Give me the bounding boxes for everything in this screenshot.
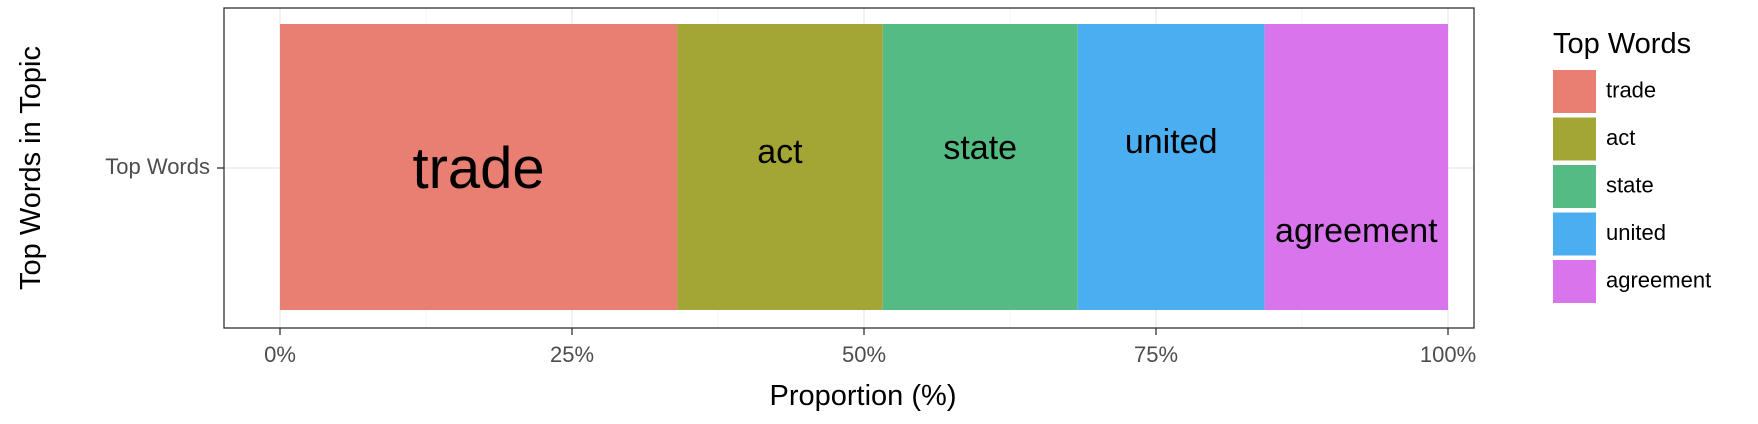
segment-label-trade: trade <box>412 136 544 201</box>
legend-key-agreement <box>1553 260 1596 303</box>
legend-key-united <box>1553 212 1596 256</box>
bar-segment-trade <box>280 24 678 310</box>
segment-label-act: act <box>757 133 803 171</box>
bar-segments <box>280 24 1448 310</box>
legend-key-state <box>1553 165 1596 208</box>
x-tick-label: 75% <box>1134 342 1178 367</box>
segment-label-agreement: agreement <box>1275 212 1438 250</box>
legend-title: Top Words <box>1553 28 1691 60</box>
x-tick-label: 100% <box>1420 342 1476 367</box>
segment-labels: trade act state united agreement <box>412 123 1438 250</box>
legend-label-united: united <box>1606 220 1666 245</box>
y-axis-title: Top Words in Topic <box>15 46 47 290</box>
x-tick-label: 50% <box>842 342 886 367</box>
bar-segment-united <box>1077 24 1265 310</box>
legend-label-state: state <box>1606 172 1654 197</box>
legend-key-act <box>1553 117 1596 161</box>
segment-label-united: united <box>1125 123 1218 161</box>
y-tick-label: Top Words <box>105 154 210 179</box>
y-axis: Top Words <box>105 154 224 179</box>
x-tick-label: 0% <box>264 342 296 367</box>
legend-label-act: act <box>1606 125 1635 150</box>
x-tick-label: 25% <box>550 342 594 367</box>
bar-segment-state <box>882 24 1078 310</box>
bar-segment-agreement <box>1264 24 1448 310</box>
legend-label-agreement: agreement <box>1606 267 1711 292</box>
legend-key-trade <box>1553 70 1596 113</box>
segment-label-state: state <box>943 129 1017 167</box>
bar-segment-act <box>677 24 883 310</box>
x-axis: 0% 25% 50% 75% 100% <box>264 328 1476 367</box>
legend-label-trade: trade <box>1606 77 1656 102</box>
legend: Top Words trade act state united agreement <box>1553 28 1711 303</box>
x-axis-title: Proportion (%) <box>770 380 957 412</box>
